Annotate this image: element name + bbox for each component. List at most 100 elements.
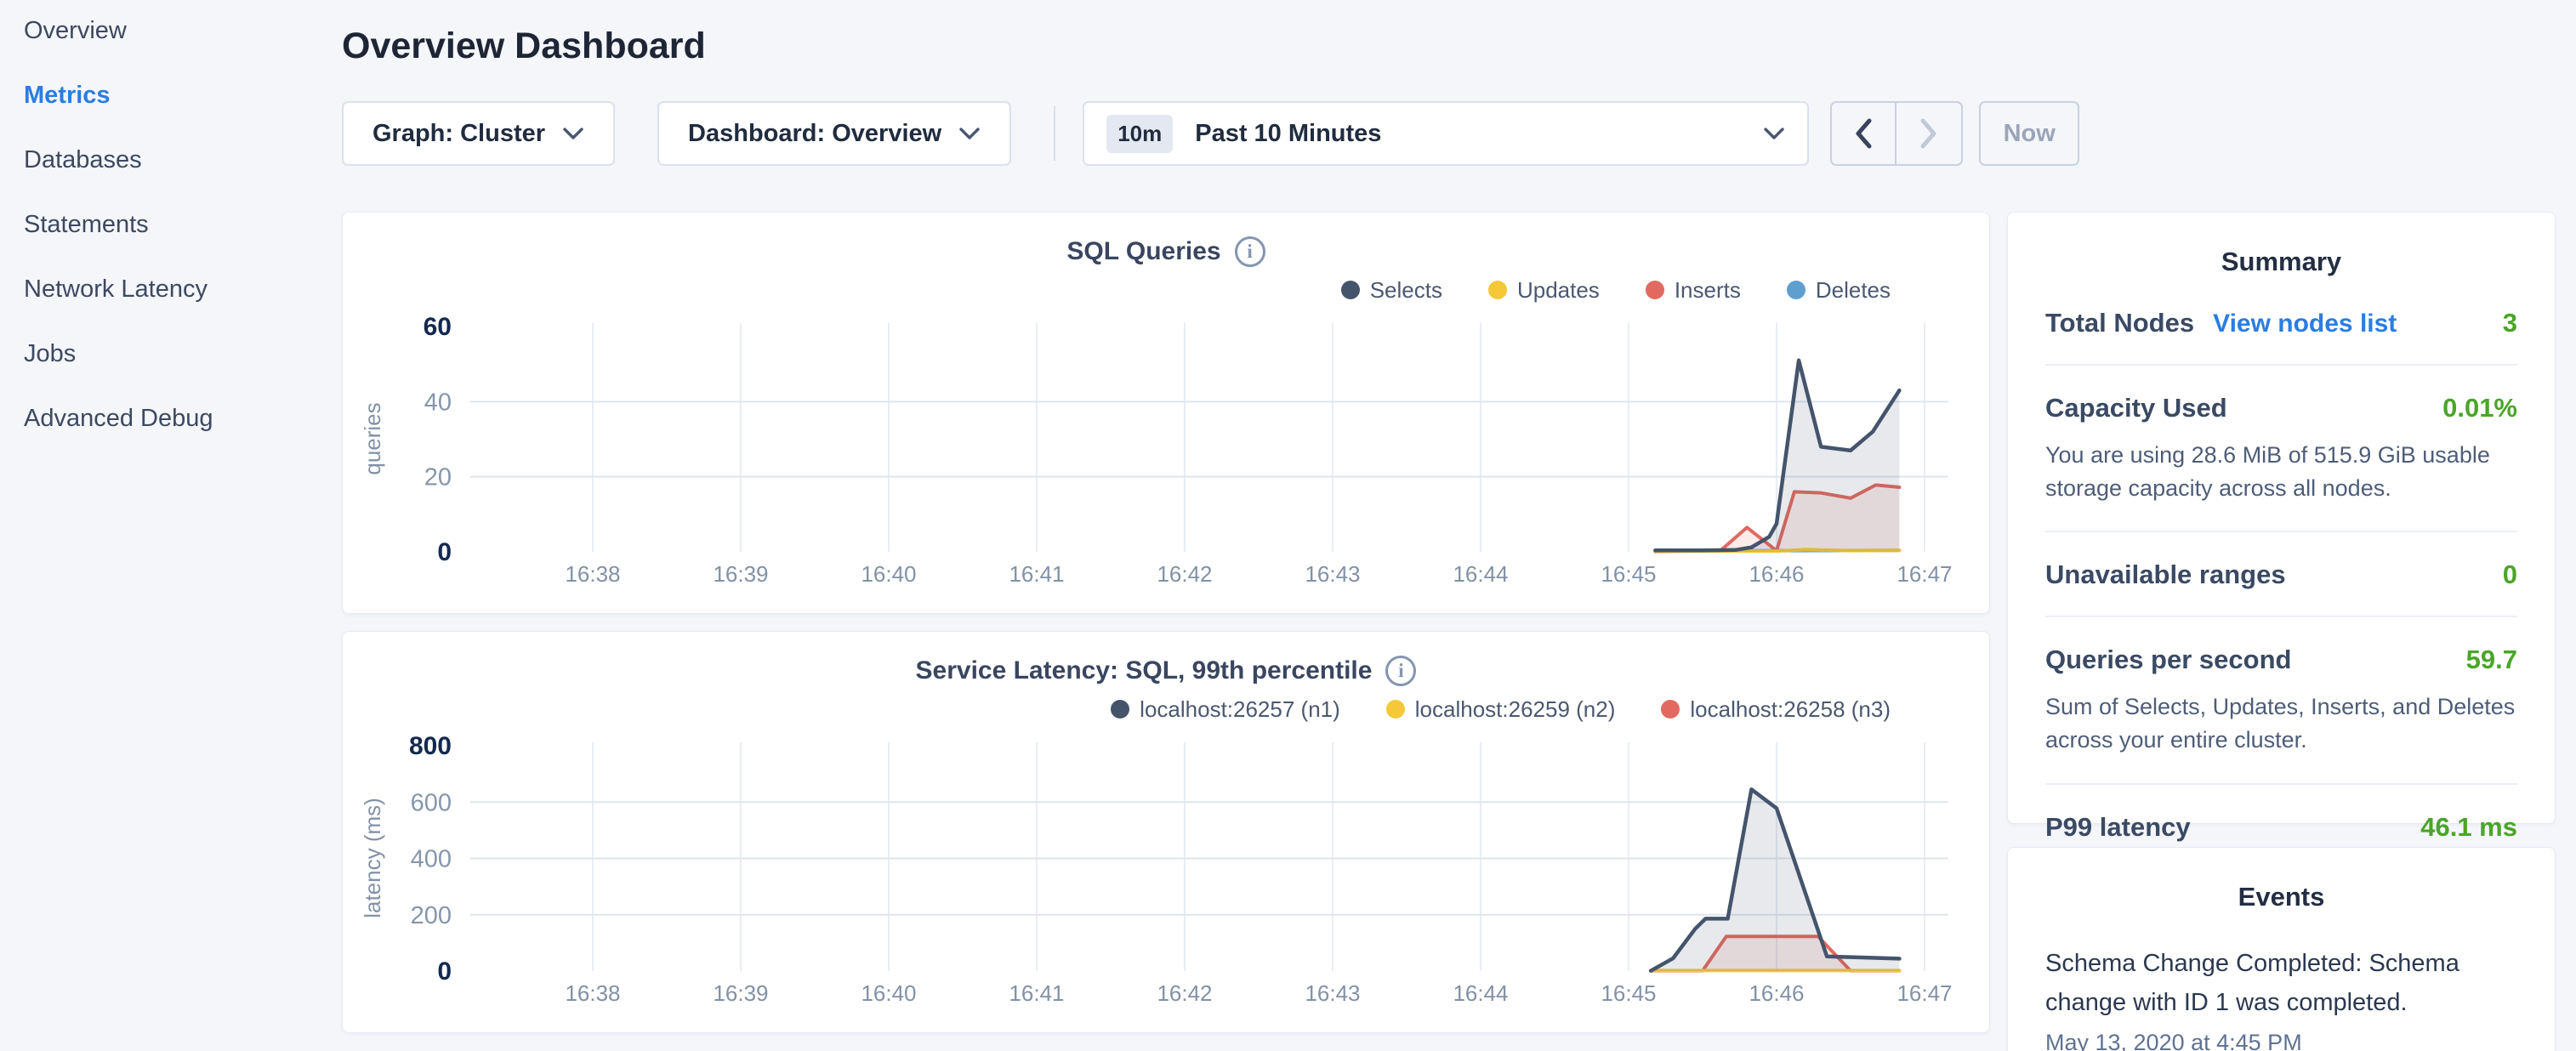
svg-text:16:38: 16:38 [565,980,620,1006]
svg-text:16:46: 16:46 [1749,980,1804,1006]
summary-body: Total Nodes View nodes list 3 Capacity Used… [2008,277,2555,868]
legend-dot-icon [1487,281,1507,299]
main-content: Overview Dashboard Graph: Cluster Dashbo… [342,0,2576,1051]
legend-dot-icon [1340,281,1360,299]
svg-text:20: 20 [424,464,452,491]
svg-text:16:39: 16:39 [713,980,768,1006]
dashboard-content: SQL Queries i Selects Updates Inserts Deletes… [342,212,2576,1051]
info-icon[interactable]: i [1234,236,1265,267]
graph-dropdown[interactable]: Graph: Cluster [342,101,616,166]
sidebar-item-network-latency[interactable]: Network Latency [24,276,208,303]
event-timestamp: May 13, 2020 at 4:45 PM [2045,1029,2302,1051]
legend-label: localhost:26258 (n3) [1690,696,1891,722]
events-body: Schema Change Completed: Schema change w… [2008,912,2555,1051]
sidebar: Overview Metrics Databases Statements Networ… [0,0,342,1051]
chart-title-row: Service Latency: SQL, 99th percentile i [343,654,1989,688]
chart-title: SQL Queries [1066,237,1221,265]
summary-row: Total Nodes View nodes list 3 [2045,281,2517,366]
svg-text:60: 60 [424,313,452,341]
service-latency-plot: 16:38 16:39 16:40 16:41 16:42 16:43 16:44 16:45… [360,732,1953,1006]
svg-text:16:42: 16:42 [1157,561,1212,587]
svg-text:16:44: 16:44 [1453,980,1508,1006]
sidebar-item-overview[interactable]: Overview [24,17,127,44]
chart-legend: localhost:26257 (n1) localhost:26259 (n2)… [343,695,1891,724]
events-title: Events [2238,882,2325,912]
graph-dropdown-label: Graph: Cluster [372,119,546,147]
summary-value: 59.7 [2465,645,2517,675]
svg-text:16:41: 16:41 [1009,980,1064,1006]
sql-queries-plot: 16:38 16:39 16:40 16:41 16:42 16:43 16:44 16:45… [360,313,1953,587]
summary-description: Sum of Selects, Updates, Inserts, and De… [2045,694,2516,753]
summary-label: P99 latency [2045,811,2191,842]
toolbar: Graph: Cluster Dashboard: Overview 10m P… [342,101,2576,166]
view-nodes-link[interactable]: View nodes list [2213,310,2397,338]
svg-text:16:46: 16:46 [1749,561,1804,587]
legend-item: Inserts [1645,277,1741,304]
legend-item: localhost:26259 (n2) [1385,696,1616,723]
summary-description: You are using 28.6 MiB of 515.9 GiB usab… [2045,442,2490,502]
dashboard-dropdown-label: Dashboard: Overview [688,119,942,147]
legend-dot-icon [1786,281,1805,299]
legend-label: Updates [1516,276,1600,303]
time-forward-button[interactable] [1896,103,1961,164]
legend-label: localhost:26259 (n2) [1414,696,1616,722]
sql-queries-chart-card: SQL Queries i Selects Updates Inserts Deletes… [342,212,1990,614]
dashboard-dropdown[interactable]: Dashboard: Overview [657,101,1012,166]
chevron-left-icon [1856,118,1872,149]
summary-title: Summary [2221,247,2342,276]
legend-dot-icon [1111,700,1130,719]
time-range-selector[interactable]: 10m Past 10 Minutes [1083,101,1810,166]
sidebar-item-statements[interactable]: Statements [24,211,149,238]
svg-text:16:40: 16:40 [861,980,916,1006]
summary-value: 46.1 ms [2420,811,2517,842]
time-range-label: Past 10 Minutes [1195,119,1382,147]
events-panel: Events Schema Change Completed: Schema c… [2007,847,2556,1051]
legend-item: localhost:26258 (n3) [1661,696,1891,723]
sidebar-item-advanced-debug[interactable]: Advanced Debug [24,405,213,432]
summary-panel: Summary Total Nodes View nodes list 3 Capac… [2007,212,2556,842]
svg-text:16:42: 16:42 [1157,980,1212,1006]
toolbar-divider [1054,106,1056,161]
svg-text:16:47: 16:47 [1896,561,1952,587]
now-button[interactable]: Now [1979,101,2080,166]
summary-value: 3 [2502,308,2517,338]
chevron-right-icon [1920,118,1936,149]
legend-label: Deletes [1815,276,1891,303]
time-range-badge: 10m [1106,114,1174,153]
svg-text:16:38: 16:38 [565,561,620,587]
svg-text:latency (ms): latency (ms) [360,798,385,918]
time-back-button[interactable] [1832,103,1897,164]
page-title: Overview Dashboard [342,26,706,66]
chevron-down-icon [959,128,980,139]
chart-title-row: SQL Queries i [343,235,1989,269]
legend-item: Updates [1487,276,1600,304]
summary-label: Total Nodes [2045,308,2195,338]
svg-text:16:45: 16:45 [1601,561,1656,587]
chevron-down-icon [1764,128,1784,139]
legend-dot-icon [1645,281,1664,299]
svg-text:600: 600 [411,789,452,816]
svg-text:16:44: 16:44 [1453,561,1508,587]
svg-text:queries: queries [360,402,385,474]
sidebar-item-metrics[interactable]: Metrics [24,82,111,109]
sidebar-item-jobs[interactable]: Jobs [24,340,77,367]
legend-label: Selects [1369,276,1442,303]
chart-legend: Selects Updates Inserts Deletes [343,276,1891,304]
svg-text:200: 200 [411,902,452,929]
sidebar-item-databases[interactable]: Databases [24,146,142,173]
svg-text:40: 40 [424,389,452,416]
summary-row: Queries per second 59.7 Sum of Selects, Up… [2045,617,2517,785]
chart-title: Service Latency: SQL, 99th percentile [915,656,1373,685]
side-column: Summary Total Nodes View nodes list 3 Capac… [2007,212,2556,1051]
svg-text:800: 800 [409,732,452,760]
legend-item: Deletes [1786,276,1891,304]
chevron-down-icon [563,128,583,139]
info-icon[interactable]: i [1385,656,1417,686]
legend-dot-icon [1661,700,1680,719]
charts-column: SQL Queries i Selects Updates Inserts Deletes… [342,212,1990,1051]
legend-label: localhost:26257 (n1) [1140,696,1340,722]
summary-row: Unavailable ranges 0 [2045,532,2517,618]
svg-text:16:41: 16:41 [1009,561,1064,587]
summary-row: Capacity Used 0.01% You are using 28.6 MiB… [2045,366,2517,533]
